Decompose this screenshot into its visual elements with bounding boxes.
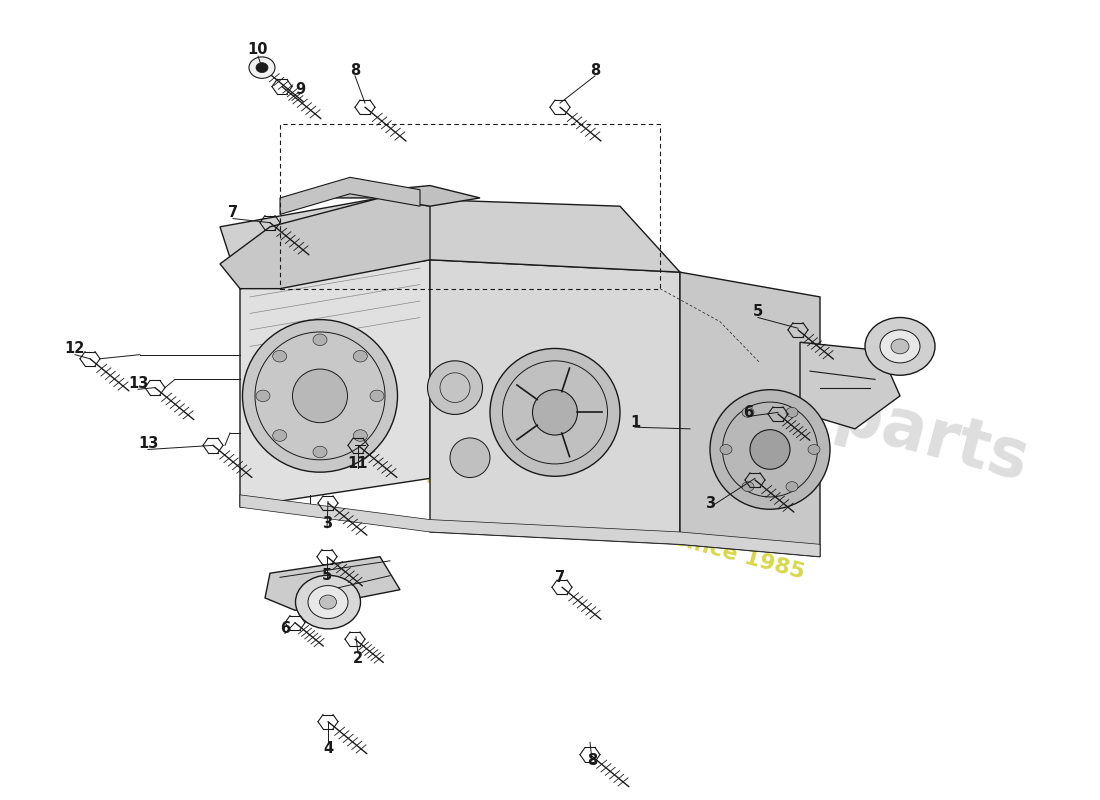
Polygon shape [430,260,680,544]
Ellipse shape [532,390,578,435]
Circle shape [786,482,798,491]
Polygon shape [240,495,820,557]
Text: eurocarparts: eurocarparts [549,306,1035,494]
Text: 7: 7 [228,206,238,220]
Ellipse shape [710,390,830,510]
Ellipse shape [490,349,620,476]
Circle shape [314,446,327,458]
Ellipse shape [296,575,361,629]
Circle shape [808,445,820,454]
Text: 3: 3 [705,495,715,510]
Circle shape [353,350,367,362]
Ellipse shape [880,330,920,363]
Ellipse shape [308,586,348,618]
Text: 4: 4 [323,742,333,756]
Ellipse shape [319,595,337,609]
Circle shape [742,407,754,418]
Text: 5: 5 [322,568,332,583]
Circle shape [256,62,268,73]
Text: 9: 9 [295,82,305,97]
Polygon shape [240,260,430,507]
Text: 7: 7 [554,570,565,585]
Text: 3: 3 [322,516,332,531]
Text: 2: 2 [353,650,363,666]
Text: 12: 12 [65,341,85,355]
Ellipse shape [450,438,490,478]
Circle shape [314,334,327,346]
Polygon shape [300,186,480,206]
Text: 5: 5 [752,304,763,319]
Ellipse shape [865,318,935,375]
Circle shape [249,57,275,78]
Text: 6: 6 [279,621,290,636]
Ellipse shape [428,361,483,414]
Text: 6: 6 [742,405,754,420]
Text: 11: 11 [348,456,369,471]
Text: 8: 8 [590,62,601,78]
Polygon shape [800,342,900,429]
Ellipse shape [293,369,348,422]
Circle shape [786,407,798,418]
Polygon shape [680,272,820,557]
Circle shape [742,482,754,491]
Ellipse shape [891,339,909,354]
Circle shape [370,390,384,402]
Text: a passion for porsche since 1985: a passion for porsche since 1985 [403,457,807,583]
Polygon shape [265,557,400,610]
Text: 8: 8 [350,62,360,78]
Polygon shape [280,178,420,214]
Ellipse shape [750,430,790,470]
Text: 1: 1 [630,414,640,430]
Circle shape [256,390,270,402]
Polygon shape [220,198,430,289]
Circle shape [273,350,287,362]
Text: 13: 13 [138,436,158,451]
Circle shape [353,430,367,442]
Circle shape [273,430,287,442]
Ellipse shape [242,319,397,472]
Polygon shape [220,198,680,289]
Text: 10: 10 [248,42,268,57]
Text: 8: 8 [587,753,597,768]
Text: 13: 13 [128,376,148,391]
Circle shape [720,445,732,454]
